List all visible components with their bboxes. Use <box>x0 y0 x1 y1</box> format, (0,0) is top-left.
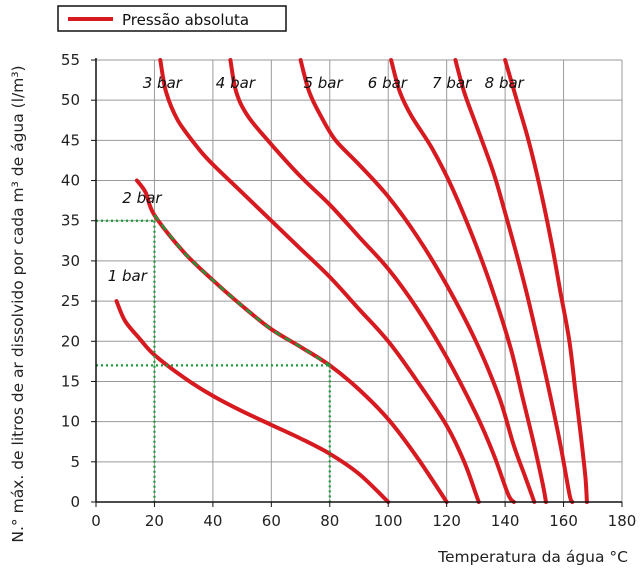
highlight-segment <box>153 214 331 367</box>
y-tick-label-5: 5 <box>70 453 80 471</box>
y-tick-label-40: 40 <box>61 172 80 190</box>
legend: Pressão absoluta <box>57 5 287 32</box>
y-tick-label-0: 0 <box>70 493 80 511</box>
grid-lines <box>95 59 623 503</box>
curve-label-2-bar: 2 bar <box>122 189 162 207</box>
y-tick-label-50: 50 <box>61 91 80 109</box>
x-tick-label-80: 80 <box>320 512 339 530</box>
x-tick-label-60: 60 <box>262 512 281 530</box>
y-tick-label-35: 35 <box>61 212 80 230</box>
curve-label-7-bar: 7 bar <box>432 74 472 92</box>
x-tick-label-40: 40 <box>203 512 222 530</box>
curve-5-bar <box>298 58 537 504</box>
y-tick-label-10: 10 <box>61 413 80 431</box>
curve-6-bar <box>389 58 548 504</box>
curve-labels: 1 bar 2 bar 3 bar 4 bar 5 bar 6 bar 7 bar 8 bar <box>108 74 525 285</box>
y-tick-label-25: 25 <box>61 292 80 310</box>
curve-8-bar <box>503 58 589 504</box>
plot-frame <box>95 58 622 503</box>
y-tick-label-30: 30 <box>61 252 80 270</box>
x-tick-label-120: 120 <box>432 512 461 530</box>
curve-1-bar <box>114 299 391 504</box>
x-tick-label-140: 140 <box>491 512 520 530</box>
y-tick-label-15: 15 <box>61 372 80 390</box>
curve-label-6-bar: 6 bar <box>368 74 408 92</box>
curve-7-bar <box>453 58 575 504</box>
curve-4-bar <box>228 58 516 504</box>
tick-labels: 0 20 40 60 80 100 120 140 160 180 0 5 10 15 20 25 30 35 40… <box>61 51 636 530</box>
x-tick-label-20: 20 <box>145 512 164 530</box>
x-tick-label-160: 160 <box>549 512 578 530</box>
y-tick-label-20: 20 <box>61 332 80 350</box>
legend-label: Pressão absoluta <box>122 11 249 29</box>
pressure-curves <box>114 58 589 504</box>
x-axis-label: Temperatura da água °C <box>437 548 628 566</box>
x-tick-label-180: 180 <box>608 512 637 530</box>
x-tick-label-0: 0 <box>91 512 101 530</box>
curve-label-1-bar: 1 bar <box>108 267 148 285</box>
y-axis-label: N.° máx. de litros de ar dissolvido por … <box>9 65 27 542</box>
guide-lines <box>96 219 331 502</box>
curve-label-3-bar: 3 bar <box>143 74 183 92</box>
y-tick-label-45: 45 <box>61 131 80 149</box>
curve-label-4-bar: 4 bar <box>216 74 256 92</box>
curve-3-bar <box>158 58 481 504</box>
x-tick-label-100: 100 <box>374 512 403 530</box>
y-tick-label-55: 55 <box>61 51 80 69</box>
curve-label-8-bar: 8 bar <box>485 74 525 92</box>
curve-label-5-bar: 5 bar <box>303 74 343 92</box>
